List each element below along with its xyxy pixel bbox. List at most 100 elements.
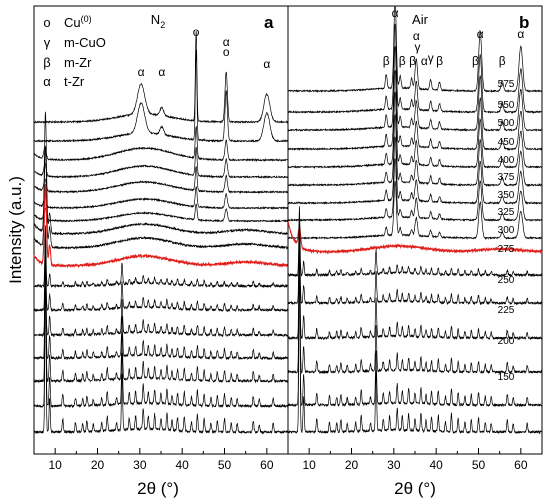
b-trace-6 [287, 136, 543, 205]
b-trace-1 [287, 23, 543, 114]
a-trace-2 [33, 126, 288, 163]
a-peak-label-3: o [223, 45, 230, 59]
series-label-500: 500 [498, 118, 515, 129]
b-tick-label-10: 10 [302, 458, 316, 472]
a-tick-label-40: 40 [175, 458, 189, 472]
b-peak-label-5: γ [415, 40, 421, 54]
b-peak-label-9: β [472, 54, 479, 68]
series-label-325: 325 [498, 207, 515, 218]
b-peak-label-0: β [383, 54, 390, 68]
a-peak-label-4: α [223, 35, 230, 49]
phase-legend: o Cu(0) γ m-CuO β m-Zr α t-Zr [43, 14, 106, 89]
series-label-375: 375 [498, 172, 515, 183]
a-trace-11 [33, 232, 289, 313]
a-trace-0 [33, 31, 289, 125]
a-tick-label-50: 50 [218, 458, 232, 472]
b-peak-label-1: α [392, 6, 399, 20]
series-label-275: 275 [498, 244, 515, 255]
series-label-300: 300 [498, 225, 515, 236]
b-trace-5 [287, 113, 543, 188]
a-trace-9 [33, 184, 289, 269]
b-trace-10 [287, 206, 543, 278]
a-tick-label-60: 60 [260, 458, 274, 472]
panel-a-traces [33, 31, 289, 435]
series-label-250: 250 [498, 275, 515, 286]
b-trace-9 [287, 221, 543, 255]
b-peak-label-10: α [477, 27, 484, 41]
a-trace-4 [33, 166, 289, 195]
legend-label-3: t-Zr [64, 74, 85, 89]
a-peak-label-5: α [263, 57, 270, 71]
panel-b-xlabel: 2θ (°) [394, 479, 436, 498]
a-trace-3 [33, 146, 289, 179]
a-peak-label-1: α [158, 65, 165, 79]
a-trace-8 [33, 145, 289, 250]
b-tick-label-50: 50 [472, 458, 486, 472]
series-label-150: 150 [498, 372, 515, 383]
b-tick-label-40: 40 [429, 458, 443, 472]
b-peak-label-2: β [399, 54, 406, 68]
a-trace-14 [33, 253, 289, 384]
a-trace-6 [33, 203, 289, 224]
a-trace-1 [33, 49, 289, 143]
b-trace-2 [287, 45, 543, 133]
b-peak-label-7: γ [428, 51, 434, 65]
b-trace-7 [287, 158, 543, 222]
a-tick-label-30: 30 [133, 458, 147, 472]
a-peak-label-2: o [193, 25, 200, 39]
panel-a-letter: a [264, 13, 274, 32]
legend-symbol-1: γ [44, 35, 51, 50]
legend-symbol-3: α [43, 74, 51, 89]
b-trace-0 [287, 6, 543, 93]
a-trace-10 [33, 225, 289, 289]
series-label-350: 350 [498, 190, 515, 201]
panel-b-traces [287, 6, 543, 435]
panel-b-x-axis: 10 20 30 40 50 60 [287, 448, 543, 472]
panel-b-title: Air [412, 12, 429, 27]
a-trace-5 [33, 186, 289, 210]
y-axis-label: Intensity (a.u.) [6, 176, 25, 284]
panel-b-series-labels: 575 550 500 450 400 375 350 325 300 275 250 225 200 1… [498, 79, 515, 383]
b-peak-label-12: α [517, 27, 524, 41]
series-label-400: 400 [498, 155, 515, 166]
legend-label-2: m-Zr [64, 55, 92, 70]
series-label-450: 450 [498, 137, 515, 148]
b-trace-11 [287, 213, 543, 306]
b-trace-13 [288, 242, 543, 375]
b-peak-label-6: α [421, 54, 428, 68]
a-tick-label-10: 10 [48, 458, 62, 472]
b-trace-8 [287, 180, 543, 240]
b-trace-12 [287, 229, 543, 341]
b-peak-label-3: β [409, 54, 416, 68]
a-trace-13 [33, 247, 289, 361]
series-label-200: 200 [498, 336, 515, 347]
b-trace-4 [287, 91, 543, 169]
a-tick-label-20: 20 [91, 458, 105, 472]
series-label-575: 575 [498, 79, 515, 90]
panel-a-x-axis: 10 20 30 40 50 60 [33, 448, 289, 472]
b-peak-label-4: α [413, 29, 420, 43]
b-trace-14 [287, 255, 543, 408]
a-trace-12 [33, 242, 289, 338]
a-trace-16 [33, 270, 289, 435]
legend-label-1: m-CuO [64, 35, 106, 50]
b-peak-label-8: β [436, 54, 443, 68]
b-tick-label-30: 30 [387, 458, 401, 472]
panel-b-letter: b [519, 13, 529, 32]
legend-symbol-2: β [43, 55, 50, 70]
b-trace-3 [288, 70, 543, 152]
legend-symbol-0: o [43, 15, 50, 30]
panel-a-title: N2 [151, 12, 165, 30]
b-tick-label-20: 20 [345, 458, 359, 472]
a-trace-7 [33, 111, 289, 236]
panel-a-xlabel: 2θ (°) [137, 479, 179, 498]
b-trace-15 [287, 262, 543, 435]
series-label-225: 225 [498, 305, 515, 316]
b-tick-label-60: 60 [514, 458, 528, 472]
series-label-550: 550 [498, 100, 515, 111]
